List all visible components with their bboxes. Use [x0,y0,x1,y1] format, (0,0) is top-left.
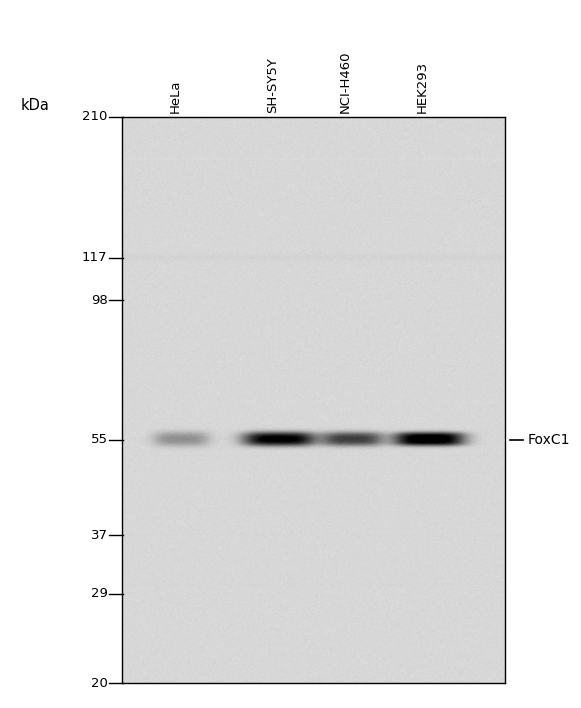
Text: 98: 98 [91,294,107,307]
Text: 210: 210 [82,110,107,123]
Text: 29: 29 [91,587,107,600]
Text: FoxC1: FoxC1 [528,433,570,447]
Text: kDa: kDa [20,98,49,113]
Text: 37: 37 [91,529,107,542]
Text: 55: 55 [91,433,107,446]
Text: HeLa: HeLa [168,80,181,113]
Text: 20: 20 [91,677,107,690]
Text: HEK293: HEK293 [416,61,429,113]
Text: NCI-H460: NCI-H460 [339,51,352,113]
Text: SH-SY5Y: SH-SY5Y [266,57,279,113]
Text: 117: 117 [82,251,107,264]
